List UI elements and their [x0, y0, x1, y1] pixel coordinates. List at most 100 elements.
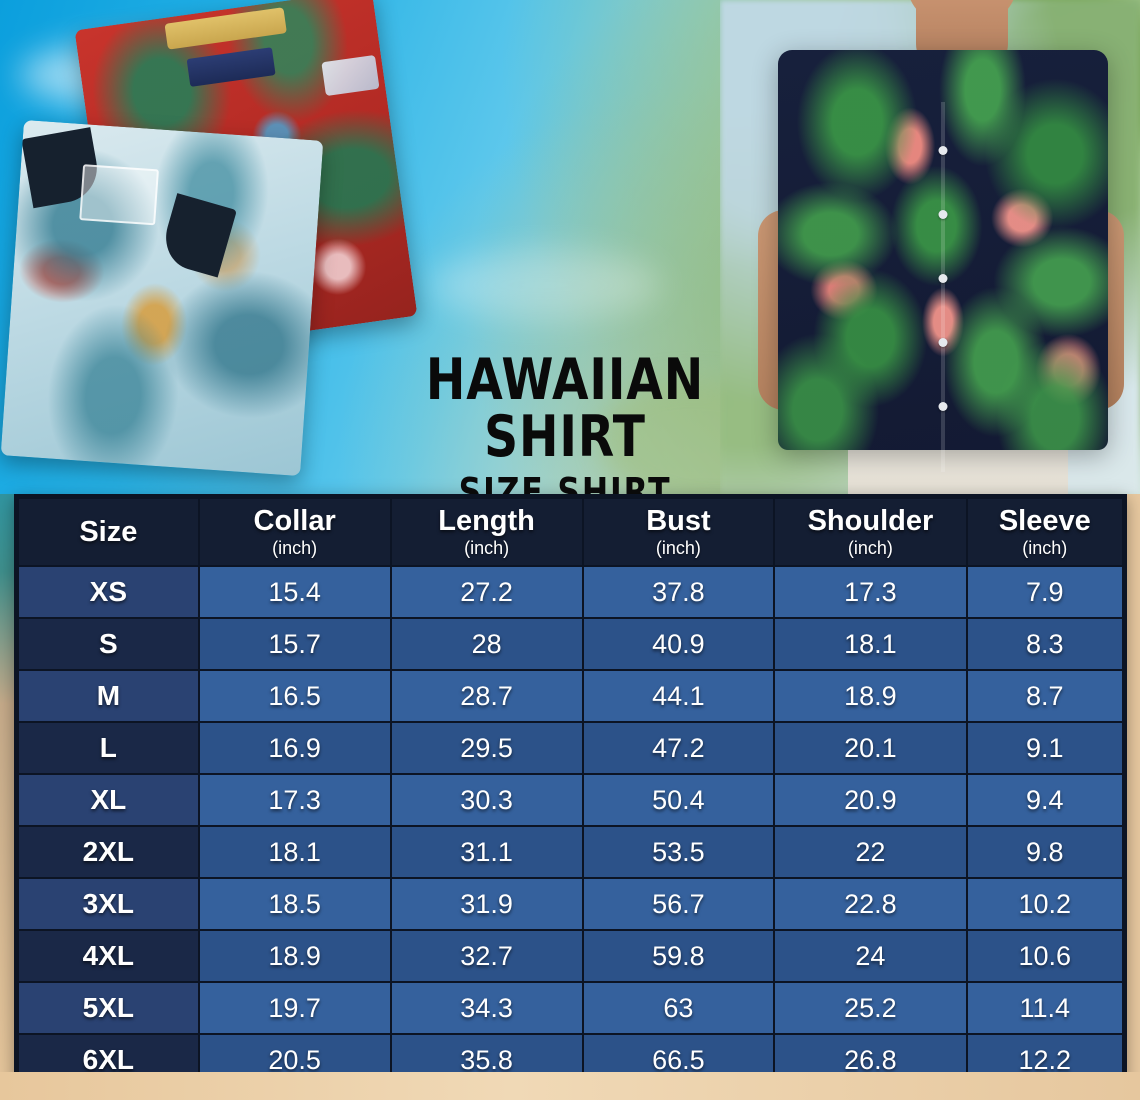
- column-header-sleeve-unit: (inch): [1022, 538, 1068, 558]
- cloud-shape: [430, 250, 660, 320]
- cell-collar: 18.9: [197, 929, 392, 983]
- shirt-collar-band: [164, 7, 287, 50]
- cell-bust: 50.4: [581, 773, 776, 827]
- column-header-shoulder-label: Shoulder: [807, 505, 934, 537]
- cell-bust: 44.1: [581, 669, 776, 723]
- column-header-collar: Collar (inch): [197, 497, 392, 567]
- column-header-bust: Bust (inch): [581, 497, 776, 567]
- cell-sleeve: 8.3: [965, 617, 1125, 671]
- cell-sleeve: 9.4: [965, 773, 1125, 827]
- table-head: Size Collar (inch) Length (inch) Bust (i…: [17, 497, 1125, 567]
- cell-collar: 16.5: [197, 669, 392, 723]
- shirt-button: [938, 338, 948, 347]
- cell-sleeve: 10.6: [965, 929, 1125, 983]
- cell-bust: 40.9: [581, 617, 776, 671]
- cell-size: 3XL: [17, 877, 200, 931]
- size-chart-table-wrapper: Size Collar (inch) Length (inch) Bust (i…: [14, 494, 1127, 1090]
- cell-sleeve: 10.2: [965, 877, 1125, 931]
- table-row: 5XL 19.7 34.3 63 25.2 11.4: [17, 981, 1125, 1035]
- cell-bust: 53.5: [581, 825, 776, 879]
- cell-size: M: [17, 669, 200, 723]
- cell-length: 28.7: [389, 669, 584, 723]
- column-header-size: Size: [17, 497, 200, 567]
- cell-size: L: [17, 721, 200, 775]
- page-title: HAWAIIAN SHIRT: [425, 347, 705, 470]
- shirt-button: [938, 402, 948, 411]
- column-header-bust-label: Bust: [646, 505, 711, 537]
- cell-bust: 59.8: [581, 929, 776, 983]
- column-header-size-label: Size: [79, 515, 138, 548]
- column-header-shoulder: Shoulder (inch): [773, 497, 968, 567]
- table-row: 3XL 18.5 31.9 56.7 22.8 10.2: [17, 877, 1125, 931]
- column-header-length-label: Length: [438, 505, 535, 537]
- cell-length: 28: [389, 617, 584, 671]
- cell-bust: 56.7: [581, 877, 776, 931]
- shirt-button: [938, 146, 948, 155]
- model-hawaiian-shirt: [778, 50, 1108, 472]
- column-header-sleeve: Sleeve (inch): [965, 497, 1125, 567]
- cell-length: 29.5: [389, 721, 584, 775]
- shirt-collar-dark: [158, 193, 237, 278]
- cell-bust: 47.2: [581, 721, 776, 775]
- cell-shoulder: 20.1: [773, 721, 968, 775]
- shirt-button: [938, 210, 948, 219]
- cell-size: 2XL: [17, 825, 200, 879]
- column-header-bust-unit: (inch): [655, 538, 701, 558]
- table-row: 2XL 18.1 31.1 53.5 22 9.8: [17, 825, 1125, 879]
- sand-strip: [0, 1072, 1140, 1100]
- table-row: L 16.9 29.5 47.2 20.1 9.1: [17, 721, 1125, 775]
- cell-sleeve: 9.8: [965, 825, 1125, 879]
- column-header-shoulder-unit: (inch): [847, 538, 893, 558]
- table-row: S 15.7 28 40.9 18.1 8.3: [17, 617, 1125, 671]
- cell-sleeve: 9.1: [965, 721, 1125, 775]
- cell-collar: 16.9: [197, 721, 392, 775]
- cell-size: XL: [17, 773, 200, 827]
- cell-collar: 15.4: [197, 565, 392, 619]
- column-header-length: Length (inch): [389, 497, 584, 567]
- cell-length: 32.7: [389, 929, 584, 983]
- page-subtitle: SIZE SHIRT: [458, 470, 672, 494]
- cell-collar: 19.7: [197, 981, 392, 1035]
- table-row: XL 17.3 30.3 50.4 20.9 9.4: [17, 773, 1125, 827]
- shirt-button: [938, 274, 948, 283]
- cell-length: 27.2: [389, 565, 584, 619]
- table-header-row: Size Collar (inch) Length (inch) Bust (i…: [17, 497, 1125, 567]
- table-row: XS 15.4 27.2 37.8 17.3 7.9: [17, 565, 1125, 619]
- cell-length: 31.1: [389, 825, 584, 879]
- table-row: M 16.5 28.7 44.1 18.9 8.7: [17, 669, 1125, 723]
- cell-shoulder: 18.9: [773, 669, 968, 723]
- cell-shoulder: 22: [773, 825, 968, 879]
- hero-banner: HAWAIIAN SHIRT SIZE SHIRT: [0, 0, 1140, 494]
- cell-length: 34.3: [389, 981, 584, 1035]
- model-photo: [720, 0, 1140, 494]
- cell-collar: 18.5: [197, 877, 392, 931]
- cell-size: 4XL: [17, 929, 200, 983]
- shirt-sleeve-badge: [321, 54, 380, 97]
- cell-shoulder: 22.8: [773, 877, 968, 931]
- cell-collar: 17.3: [197, 773, 392, 827]
- cell-length: 31.9: [389, 877, 584, 931]
- column-header-collar-unit: (inch): [272, 538, 318, 558]
- folded-shirt-blue: [0, 119, 324, 477]
- cell-sleeve: 7.9: [965, 565, 1125, 619]
- cell-collar: 15.7: [197, 617, 392, 671]
- cell-bust: 63: [581, 981, 776, 1035]
- cell-length: 30.3: [389, 773, 584, 827]
- cell-shoulder: 25.2: [773, 981, 968, 1035]
- cell-size: XS: [17, 565, 200, 619]
- cell-sleeve: 11.4: [965, 981, 1125, 1035]
- cell-shoulder: 24: [773, 929, 968, 983]
- cell-shoulder: 18.1: [773, 617, 968, 671]
- cell-collar: 18.1: [197, 825, 392, 879]
- column-header-collar-label: Collar: [253, 505, 336, 537]
- cell-sleeve: 8.7: [965, 669, 1125, 723]
- shirt-pocket: [79, 164, 159, 226]
- cell-shoulder: 17.3: [773, 565, 968, 619]
- column-header-length-unit: (inch): [464, 538, 510, 558]
- size-chart-table: Size Collar (inch) Length (inch) Bust (i…: [17, 497, 1125, 1087]
- cell-size: 5XL: [17, 981, 200, 1035]
- cell-shoulder: 20.9: [773, 773, 968, 827]
- title-block: HAWAIIAN SHIRT SIZE SHIRT: [320, 347, 810, 495]
- cell-size: S: [17, 617, 200, 671]
- shirt-placket: [941, 102, 945, 472]
